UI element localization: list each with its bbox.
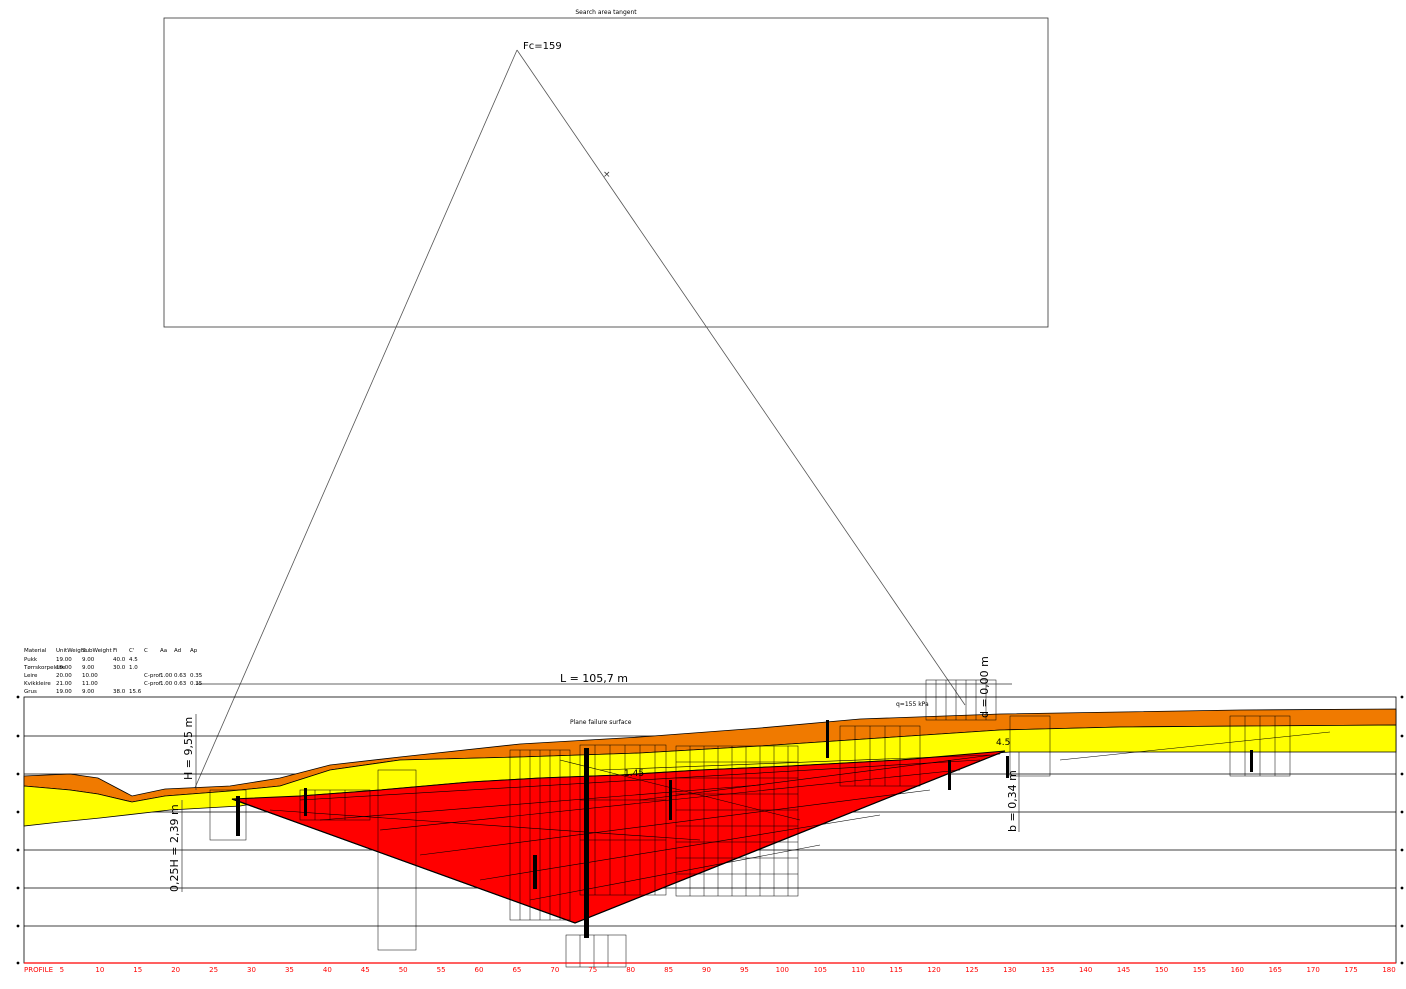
axis-tick-label: 110 xyxy=(851,966,864,974)
table-header-cell: SubWeight xyxy=(82,648,112,654)
table-header-cell: Material xyxy=(24,648,47,654)
table-cell: 30.0 xyxy=(113,665,126,671)
table-cell: Pukk xyxy=(24,657,38,663)
axis-tick-label: 90 xyxy=(702,966,711,974)
borehole-bars xyxy=(236,720,1253,938)
axis-tick-label: 60 xyxy=(475,966,484,974)
axis-tick-label: 35 xyxy=(285,966,294,974)
load-label: q=155 kPa xyxy=(896,701,929,708)
axis-tick-label: 45 xyxy=(361,966,370,974)
quarter-height-label: 0,25H = 2,39 m xyxy=(168,804,181,892)
centre-cross: × xyxy=(603,170,611,180)
tangent-line-left xyxy=(193,49,518,791)
table-cell: Kvikkleire xyxy=(24,681,51,687)
axis-tick-label: 50 xyxy=(399,966,408,974)
sounding-grid xyxy=(209,679,1331,968)
slip-lines xyxy=(269,753,1001,901)
axis-tick-label: 160 xyxy=(1231,966,1244,974)
table-cell: 19.00 xyxy=(56,665,72,671)
axis-tick-label: 105 xyxy=(814,966,827,974)
table-cell: C-prof xyxy=(144,673,162,679)
table-cell: 1.0 xyxy=(129,665,138,671)
length-label: L = 105,7 m xyxy=(560,672,628,685)
axis-tick-label: 170 xyxy=(1306,966,1319,974)
axis-tick-label: 140 xyxy=(1079,966,1092,974)
axis-tick-label: 130 xyxy=(1003,966,1016,974)
b-label: b = 0,34 m xyxy=(1006,770,1019,832)
axis-tick-label: 55 xyxy=(437,966,446,974)
tangent-line-right xyxy=(516,49,966,706)
table-header-cell: C' xyxy=(129,648,134,654)
d-label: d = 0,00 m xyxy=(978,656,991,718)
table-cell: C-prof xyxy=(144,681,162,687)
table-cell: 0.63 xyxy=(174,681,187,687)
axis-tick-label: 145 xyxy=(1117,966,1130,974)
axis-tick-label: 65 xyxy=(512,966,521,974)
table-cell: 1.00 xyxy=(160,673,173,679)
axis-tick-label: 175 xyxy=(1344,966,1357,974)
axis-tick-label: 20 xyxy=(171,966,180,974)
axis-tick-label: 85 xyxy=(664,966,673,974)
axis-tick-label: 25 xyxy=(209,966,218,974)
fc-label: Fc=159 xyxy=(523,41,562,52)
axis-tick-label: 70 xyxy=(550,966,559,974)
table-cell: 9.00 xyxy=(82,665,95,671)
axis-tick-label: 30 xyxy=(247,966,256,974)
height-label: H = 9,55 m xyxy=(182,717,195,780)
table-header-cell: C xyxy=(144,648,148,654)
axis-tick-label: 135 xyxy=(1041,966,1054,974)
axis-tick-label: 155 xyxy=(1193,966,1206,974)
axis-tick-label: 5 xyxy=(60,966,64,974)
axis-tick-label: 95 xyxy=(740,966,749,974)
axis-tick-label: 150 xyxy=(1155,966,1168,974)
axis-tick-label: 125 xyxy=(965,966,978,974)
table-cell: 1.00 xyxy=(160,681,173,687)
table-cell: Leire xyxy=(24,673,38,679)
axis-tick-label: 120 xyxy=(927,966,940,974)
point-label-2: 1.45 xyxy=(624,769,644,779)
table-cell: 19.00 xyxy=(56,657,72,663)
table-cell: Grus xyxy=(24,689,37,695)
axis-tick-label: 40 xyxy=(323,966,332,974)
axis-ticks: 5 10 15 20 25 30 35 40 45 50 55 60 65 70 75 80 85 90 95 100… xyxy=(60,966,1396,974)
axis-tick-label: 165 xyxy=(1269,966,1282,974)
table-cell: Tørrskorpeleire xyxy=(23,665,66,671)
table-cell: 0.35 xyxy=(190,673,203,679)
table-cell: 4.5 xyxy=(129,657,138,663)
search-area-box xyxy=(163,17,1049,328)
table-cell: 9.00 xyxy=(82,657,95,663)
axis-profile-label: PROFILE xyxy=(24,966,53,974)
table-header-cell: Ap xyxy=(190,648,198,654)
search-area-title: Search area tangent xyxy=(575,9,637,16)
axis-tick-label: 180 xyxy=(1382,966,1395,974)
table-header-cell: Ad xyxy=(174,648,181,654)
level-markers xyxy=(16,695,1404,965)
table-header-cell: Fi xyxy=(113,648,118,654)
axis-tick-label: 15 xyxy=(133,966,142,974)
table-header-cell: Aa xyxy=(160,648,167,654)
axis-tick-label: 80 xyxy=(626,966,635,974)
axis-tick-label: 75 xyxy=(588,966,597,974)
table-cell: 15.6 xyxy=(129,689,142,695)
table-cell: 38.0 xyxy=(113,689,126,695)
slip-surface-outline xyxy=(231,750,1006,924)
axis-tick-label: 10 xyxy=(95,966,104,974)
plane-label: Plane failure surface xyxy=(570,719,632,726)
table-header-cell: UnitWeight xyxy=(56,648,87,654)
axis-tick-label: 115 xyxy=(889,966,902,974)
table-cell: 10.00 xyxy=(82,673,98,679)
table-cell: 11.00 xyxy=(82,681,98,687)
table-cell: 0.35 xyxy=(190,681,203,687)
table-cell: 19.00 xyxy=(56,689,72,695)
point-label-1: 4.5 xyxy=(996,738,1010,748)
axis-tick-label: 100 xyxy=(776,966,789,974)
table-cell: 9.00 xyxy=(82,689,95,695)
table-cell: 20.00 xyxy=(56,673,72,679)
table-cell: 21.00 xyxy=(56,681,72,687)
table-cell: 0.63 xyxy=(174,673,187,679)
table-cell: 40.0 xyxy=(113,657,126,663)
